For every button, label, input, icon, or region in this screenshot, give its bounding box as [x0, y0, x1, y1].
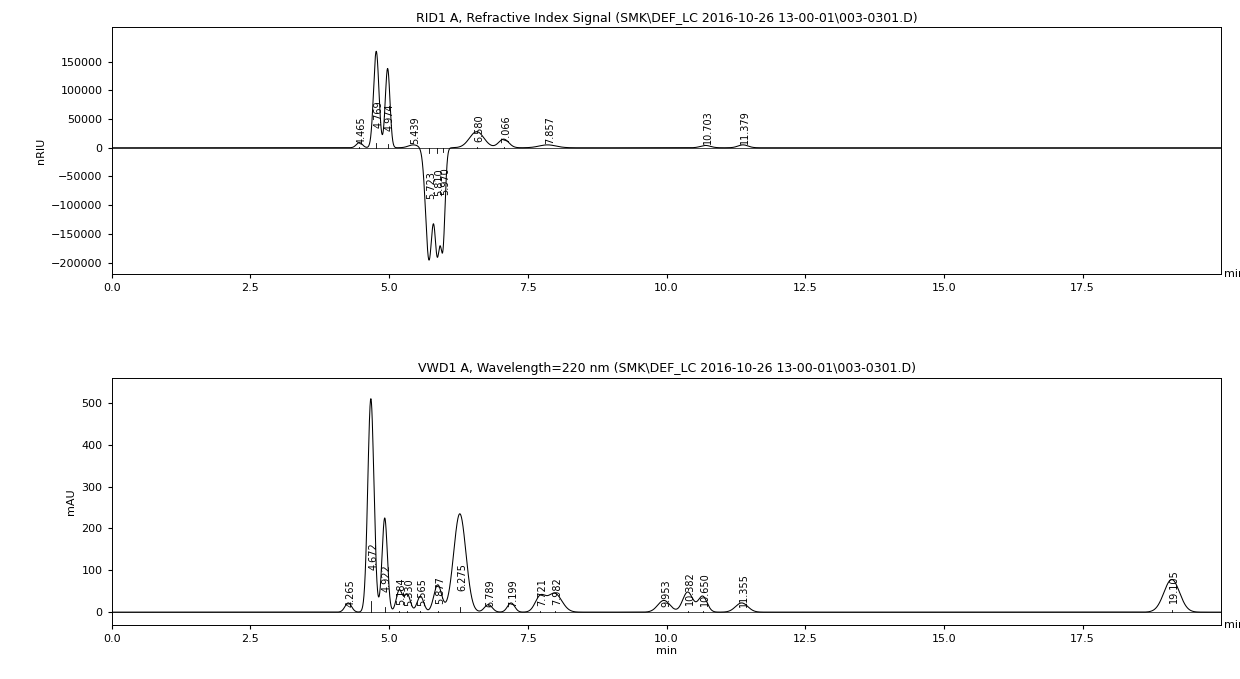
Text: 7.199: 7.199	[508, 579, 518, 607]
Text: 4.265: 4.265	[346, 579, 356, 607]
Text: 5.970: 5.970	[440, 167, 450, 195]
Text: 6.275: 6.275	[458, 563, 467, 591]
Text: 7.721: 7.721	[537, 579, 547, 606]
Text: 5.723: 5.723	[427, 171, 436, 199]
Y-axis label: mAU: mAU	[66, 488, 76, 515]
Text: 5.330: 5.330	[404, 578, 414, 606]
Text: 4.465: 4.465	[357, 116, 367, 144]
Text: 4.974: 4.974	[384, 103, 394, 130]
Text: 5.877: 5.877	[435, 576, 445, 604]
Title: VWD1 A, Wavelength=220 nm (SMK\DEF_LC 2016-10-26 13-00-01\003-0301.D): VWD1 A, Wavelength=220 nm (SMK\DEF_LC 20…	[418, 362, 915, 375]
Text: 7.982: 7.982	[552, 578, 562, 606]
X-axis label: min: min	[656, 646, 677, 657]
Text: 6.789: 6.789	[486, 580, 496, 608]
Text: 4.672: 4.672	[368, 543, 378, 570]
Title: RID1 A, Refractive Index Signal (SMK\DEF_LC 2016-10-26 13-00-01\003-0301.D): RID1 A, Refractive Index Signal (SMK\DEF…	[415, 12, 918, 24]
Text: 19.105: 19.105	[1169, 569, 1179, 603]
Y-axis label: nRIU: nRIU	[36, 137, 46, 164]
Text: 6.580: 6.580	[474, 114, 484, 142]
Text: 10.382: 10.382	[684, 572, 694, 605]
Text: 7.857: 7.857	[544, 117, 554, 145]
Text: 4.922: 4.922	[382, 564, 392, 592]
Text: 10.650: 10.650	[699, 572, 709, 606]
Text: min: min	[1224, 269, 1240, 279]
Text: 4.769: 4.769	[373, 100, 383, 128]
Text: min: min	[1224, 620, 1240, 629]
Text: 7.066: 7.066	[501, 115, 511, 143]
Text: 9.953: 9.953	[661, 579, 671, 606]
Text: 5.439: 5.439	[410, 117, 420, 145]
Text: 5.565: 5.565	[418, 578, 428, 606]
Text: 5.810: 5.810	[434, 168, 445, 196]
Text: 10.703: 10.703	[703, 111, 713, 145]
Text: 11.355: 11.355	[739, 573, 749, 607]
Text: 5.184: 5.184	[397, 577, 407, 605]
Text: 11.379: 11.379	[740, 111, 750, 145]
